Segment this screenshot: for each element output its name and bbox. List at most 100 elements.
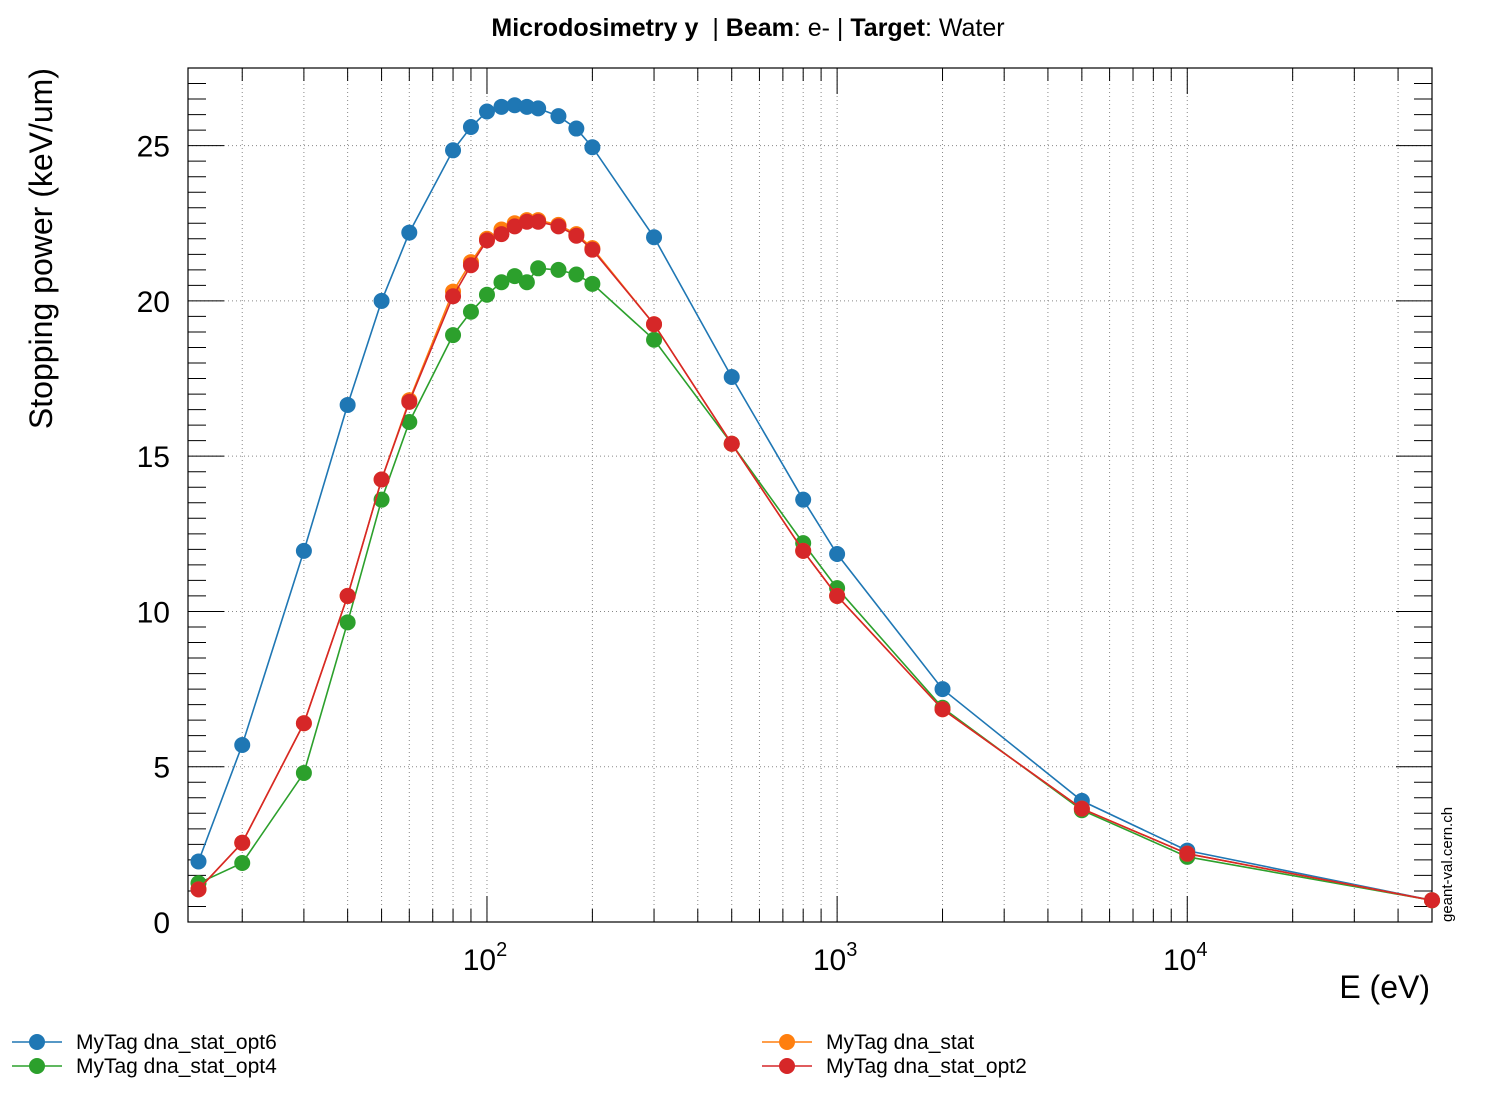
x-tick-exponent: 4 <box>1196 939 1207 961</box>
data-point <box>584 241 601 258</box>
data-point <box>934 701 951 718</box>
data-point <box>478 286 495 303</box>
series-1 <box>190 260 1440 909</box>
title-part5: Target <box>850 14 925 42</box>
y-tick-labels: 0 5 10 15 20 25 <box>137 131 170 940</box>
x-tick-exponent: 3 <box>846 939 857 961</box>
series-3 <box>190 213 1440 909</box>
x-tick-base: 10 <box>463 944 496 977</box>
x-tick-base: 10 <box>813 944 846 977</box>
title-part2: | <box>698 14 725 42</box>
legend-marker <box>29 1034 45 1050</box>
data-point <box>190 853 207 870</box>
title-part4: : e- | <box>794 14 851 42</box>
legend-label: MyTag dna_stat <box>826 1031 974 1054</box>
series-layer <box>190 97 1440 909</box>
data-point <box>530 213 547 230</box>
data-point <box>795 491 812 508</box>
title-part6: : Water <box>925 14 1005 42</box>
data-point <box>550 261 567 278</box>
data-point <box>339 396 356 413</box>
x-tick-label: 103 <box>813 939 858 977</box>
data-point <box>934 681 951 698</box>
data-point <box>1424 892 1440 909</box>
legend-marker <box>779 1058 795 1074</box>
data-point <box>568 227 585 244</box>
title-part3: Beam <box>726 14 794 42</box>
data-point <box>493 226 510 243</box>
y-axis-title: Stopping power (keV/um) <box>23 68 59 429</box>
data-point <box>493 274 510 291</box>
data-point <box>462 257 479 274</box>
data-point <box>723 435 740 452</box>
x-tick-label: 104 <box>1163 939 1208 977</box>
y-tick-label: 5 <box>153 752 170 785</box>
series-line <box>197 220 1433 902</box>
data-point <box>1179 845 1196 862</box>
legend-marker <box>779 1034 795 1050</box>
y-tick-label: 25 <box>137 131 170 164</box>
data-point <box>829 546 846 563</box>
data-point <box>190 881 207 898</box>
legend-entry: MyTag dna_stat_opt2 <box>762 1055 1027 1078</box>
y-tick-label: 0 <box>153 907 170 940</box>
data-point <box>401 393 418 410</box>
data-point <box>723 368 740 385</box>
x-tick-label: 102 <box>463 939 508 977</box>
data-point <box>445 327 462 344</box>
x-tick-base: 10 <box>1163 944 1196 977</box>
legend-entry: MyTag dna_stat_opt6 <box>12 1031 277 1054</box>
data-point <box>518 274 535 291</box>
data-point <box>1073 800 1090 817</box>
data-point <box>373 292 390 309</box>
data-point <box>506 97 523 114</box>
data-point <box>462 119 479 136</box>
legend-entry: MyTag dna_stat_opt4 <box>12 1055 277 1078</box>
data-point <box>530 100 547 117</box>
data-point <box>339 614 356 631</box>
data-point <box>445 142 462 159</box>
legend-marker <box>29 1058 45 1074</box>
legend-label: MyTag dna_stat_opt2 <box>826 1055 1027 1078</box>
x-tick-labels: 102 103 104 <box>463 939 1208 977</box>
data-point <box>339 587 356 604</box>
data-point <box>234 834 251 851</box>
data-point <box>234 736 251 753</box>
data-point <box>646 331 663 348</box>
data-point <box>550 108 567 125</box>
chart-title: Microdosimetry y | Beam: e- | Target: Wa… <box>491 14 1004 42</box>
plot-frame <box>187 67 1433 923</box>
title-part1: Microdosimetry y <box>491 14 698 42</box>
axis-ticks <box>188 67 1433 923</box>
data-point <box>646 229 663 246</box>
data-point <box>506 218 523 235</box>
grid <box>188 68 1433 923</box>
x-tick-exponent: 2 <box>496 939 507 961</box>
data-point <box>295 715 312 732</box>
data-point <box>401 224 418 241</box>
data-point <box>234 854 251 871</box>
data-point <box>493 98 510 115</box>
x-axis-title: E (eV) <box>1339 969 1430 1005</box>
legend-entry: MyTag dna_stat <box>762 1031 974 1054</box>
y-tick-label: 20 <box>137 286 170 319</box>
data-point <box>373 471 390 488</box>
data-point <box>584 139 601 156</box>
watermark: geant-val.cern.ch <box>1439 807 1456 922</box>
data-point <box>295 542 312 559</box>
data-point <box>795 542 812 559</box>
data-point <box>478 232 495 249</box>
data-point <box>401 414 418 431</box>
data-point <box>445 288 462 305</box>
data-point <box>584 275 601 292</box>
y-tick-label: 15 <box>137 441 170 474</box>
data-point <box>568 266 585 283</box>
data-point <box>506 268 523 285</box>
data-point <box>829 587 846 604</box>
y-tick-label: 10 <box>137 596 170 629</box>
data-point <box>462 303 479 320</box>
series-line <box>198 267 1433 902</box>
data-point <box>550 218 567 235</box>
